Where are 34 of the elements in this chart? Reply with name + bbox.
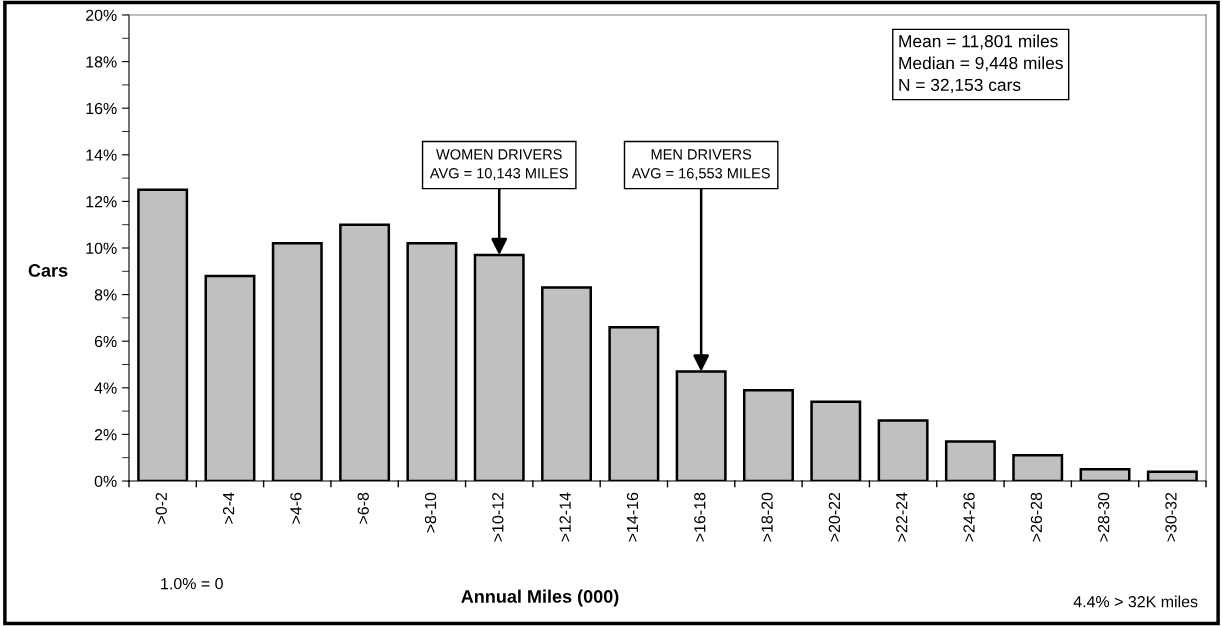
y-tick-label: 0% xyxy=(94,475,117,487)
y-tick-label: 8% xyxy=(94,289,117,301)
x-tick-label: >18-20 xyxy=(761,492,773,542)
x-tick-label: >22-24 xyxy=(896,492,908,542)
y-axis-title: Cars xyxy=(28,264,68,277)
x-tick-label: >8-10 xyxy=(424,492,437,533)
x-tick-label: >10-12 xyxy=(492,492,504,542)
y-tick-label: 18% xyxy=(86,56,117,68)
y-tick-label: 12% xyxy=(86,196,117,208)
y-tick-label: 20% xyxy=(86,9,117,21)
x-tick-label: >6-8 xyxy=(357,492,369,524)
x-tick-label: >16-18 xyxy=(694,492,706,542)
y-tick-label: 4% xyxy=(94,382,117,394)
annotation: WOMEN DRIVERS AVG = 10,143 MILES xyxy=(429,149,568,181)
y-tick-label: 16% xyxy=(86,102,117,115)
x-tick-label: >30-32 xyxy=(1165,492,1177,542)
x-tick-label: >12-14 xyxy=(559,492,571,542)
x-tick-label: >4-6 xyxy=(290,492,302,524)
x-axis-title: Annual Miles (000) xyxy=(461,589,619,607)
x-tick-label: >0-2 xyxy=(155,492,167,524)
x-tick-label: >2-4 xyxy=(222,492,235,524)
y-tick-label: 10% xyxy=(86,242,117,254)
x-tick-label: >20-22 xyxy=(828,492,841,542)
x-tick-label: >24-26 xyxy=(963,492,975,542)
annotation: Mean = 11,801 miles Median = 9,448 miles N = 32,153 cars xyxy=(899,34,1063,94)
x-tick-label: >26-28 xyxy=(1030,492,1043,542)
text: 4.4% > 32K miles xyxy=(1073,595,1198,608)
x-tick-label: >14-16 xyxy=(626,492,639,542)
x-tick-label: >28-30 xyxy=(1098,492,1110,542)
y-tick-label: 14% xyxy=(86,149,117,161)
y-tick-label: 6% xyxy=(94,335,117,348)
text: 1.0% = 0 xyxy=(161,577,223,590)
y-tick-label: 2% xyxy=(94,429,117,441)
annotation: MEN DRIVERS AVG = 16,553 MILES xyxy=(631,149,770,181)
